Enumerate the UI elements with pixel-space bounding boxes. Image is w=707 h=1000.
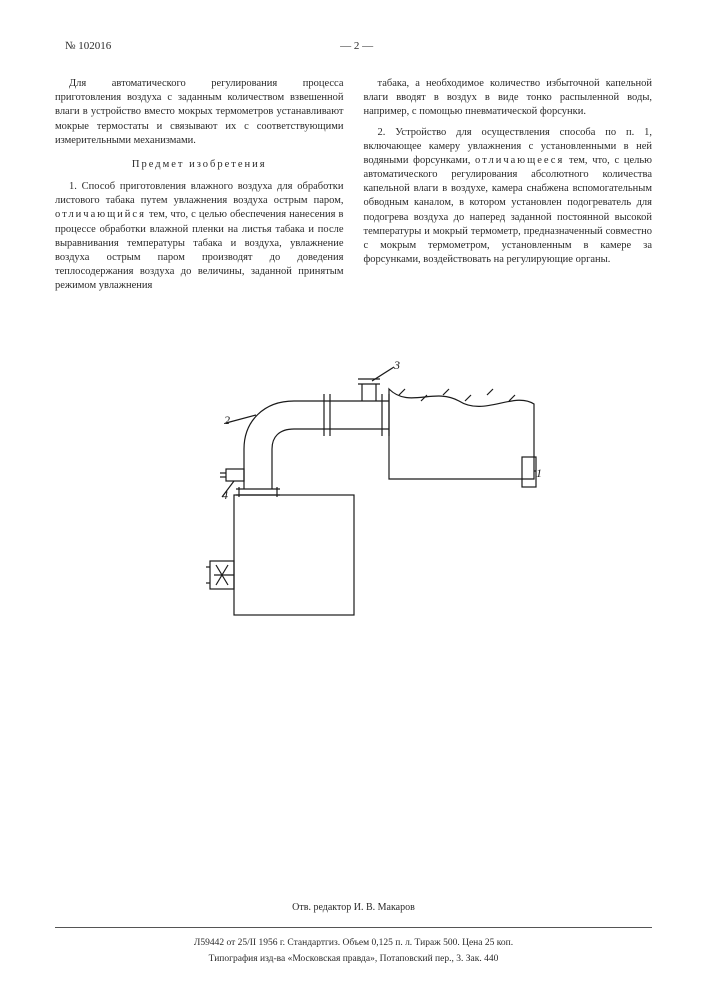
svg-text:3: 3 xyxy=(393,358,400,372)
left-para-2: 1. Способ приготовления влажного воздуха… xyxy=(55,180,344,293)
right-para-1: табака, а необходимое количество избыточ… xyxy=(364,77,653,120)
footer-meta: Л59442 от 25/II 1956 г. Стандартгиз. Объ… xyxy=(55,938,652,948)
footer-typography: Типография изд-ва «Московская правда», П… xyxy=(55,954,652,964)
svg-text:4: 4 xyxy=(222,488,228,502)
page-number: — 2 — xyxy=(340,40,373,52)
svg-text:2: 2 xyxy=(224,413,230,427)
diagram-area: 1 2 3 4 xyxy=(55,339,652,649)
left-para-1: Для автоматического регулирования процес… xyxy=(55,77,344,148)
text-columns: Для автоматического регулирования процес… xyxy=(55,77,652,299)
left-column: Для автоматического регулирования процес… xyxy=(55,77,344,299)
right-para-2: 2. Устройство для осуществления способа … xyxy=(364,126,653,268)
right-column: табака, а необходимое количество избыточ… xyxy=(364,77,653,299)
svg-text:1: 1 xyxy=(536,466,542,480)
doc-number: № 102016 xyxy=(65,40,111,52)
section-title: Предмет изобретения xyxy=(55,158,344,172)
editor-line: Отв. редактор И. В. Макаров xyxy=(55,902,652,913)
page-header: № 102016 — 2 — xyxy=(55,40,652,52)
footer-rule xyxy=(55,927,652,928)
footer: Отв. редактор И. В. Макаров Л59442 от 25… xyxy=(55,902,652,970)
technical-diagram: 1 2 3 4 xyxy=(164,339,544,639)
